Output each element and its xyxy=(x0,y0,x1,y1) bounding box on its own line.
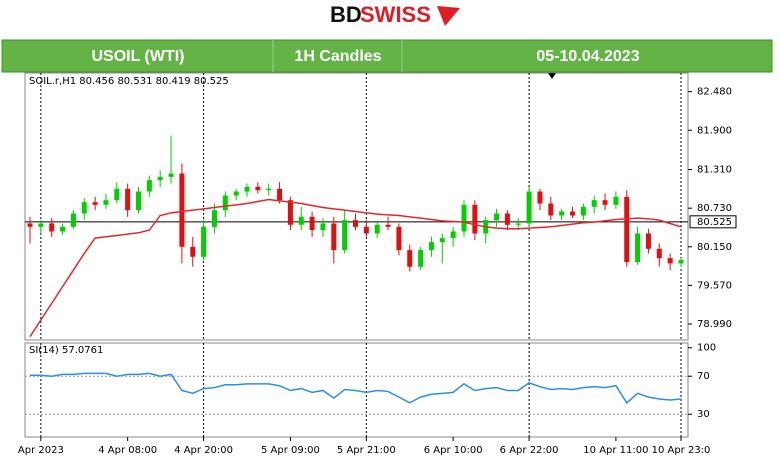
candle-body xyxy=(428,242,434,251)
candle-body xyxy=(450,231,456,239)
candle-body xyxy=(190,246,196,257)
candle-body xyxy=(81,202,87,214)
candle-body xyxy=(211,210,217,227)
rsi-frame xyxy=(24,342,689,438)
candle-body xyxy=(309,216,315,231)
candle-body xyxy=(125,188,131,211)
candle-body xyxy=(168,173,174,177)
candle-body xyxy=(407,250,413,267)
candle-body xyxy=(678,260,684,264)
candle-body xyxy=(244,186,250,192)
candle-body xyxy=(472,204,478,234)
candle-body xyxy=(548,203,554,216)
candle-body xyxy=(353,220,358,227)
price-info: SOIL.r,H1 80.456 80.531 80.419 80.525 xyxy=(29,76,229,87)
candle-body xyxy=(667,258,673,264)
candle-body xyxy=(320,223,326,231)
candle-body xyxy=(331,223,337,251)
brand-right: SWISS xyxy=(360,2,431,27)
candle-body xyxy=(396,226,402,251)
candle-body xyxy=(146,180,152,192)
y-tick-label: 100 xyxy=(697,343,716,354)
candle-body xyxy=(114,188,120,201)
candle-body xyxy=(591,200,597,207)
candle-body xyxy=(49,223,55,232)
candle-body xyxy=(266,188,272,191)
moving-average xyxy=(29,198,682,338)
candle-body xyxy=(233,191,239,196)
x-tick-label: 4 Apr 20:00 xyxy=(174,445,233,456)
candle-body xyxy=(645,233,651,249)
candle-body xyxy=(38,223,44,227)
candle-body xyxy=(298,216,304,225)
logo-icon xyxy=(437,6,460,26)
x-tick-label: 6 Apr 10:00 xyxy=(424,445,483,456)
candle-body xyxy=(494,213,500,221)
x-tick-label: 6 Apr 22:00 xyxy=(500,445,559,456)
candle-body xyxy=(277,188,283,201)
candle-body xyxy=(287,200,293,225)
candle-body xyxy=(624,196,630,263)
x-tick-label: Apr 2023 xyxy=(18,445,64,456)
x-tick-label: 5 Apr 09:00 xyxy=(261,445,320,456)
price-frame xyxy=(24,72,689,341)
candle-body xyxy=(526,191,532,224)
candle-body xyxy=(613,196,619,205)
y-tick-label: 78.990 xyxy=(697,319,732,330)
candle-body xyxy=(439,238,445,243)
candle-body xyxy=(559,211,565,216)
candle-body xyxy=(179,173,185,247)
candle-body xyxy=(60,226,66,232)
candle-body xyxy=(103,200,109,205)
y-tick-label: 70 xyxy=(697,371,710,382)
candle-body xyxy=(570,211,575,216)
candle-body xyxy=(580,206,586,216)
candle-body xyxy=(27,223,33,227)
candle-body xyxy=(342,220,348,251)
x-tick-label: 5 Apr 21:00 xyxy=(337,445,396,456)
candle-body xyxy=(602,200,608,205)
rsi-line xyxy=(30,372,682,404)
logo: BD SWISS xyxy=(330,2,460,27)
candle-body xyxy=(157,176,163,181)
candle-body xyxy=(136,191,141,211)
candle-body xyxy=(385,224,391,227)
rsi-info: SI(14) 57.0761 xyxy=(29,345,103,356)
y-tick-label: 79.570 xyxy=(697,280,732,291)
candle-body xyxy=(515,223,521,225)
candle-body xyxy=(255,186,261,191)
candle-body xyxy=(363,226,369,234)
timeframe: 1H Candles xyxy=(294,48,381,65)
shift-marker xyxy=(548,73,556,79)
candle-body xyxy=(537,191,543,204)
candle-body xyxy=(635,233,641,263)
last-price-label: 80.525 xyxy=(697,217,732,228)
candle-body xyxy=(92,202,98,205)
candle-body xyxy=(201,226,207,257)
last-price-box xyxy=(689,215,737,229)
candle-body xyxy=(504,213,510,225)
candle-body xyxy=(656,248,662,259)
x-tick-label: 10 Apr 23:0 xyxy=(652,445,711,456)
title-bar xyxy=(1,39,773,73)
y-tick-label: 80.150 xyxy=(697,242,732,253)
candle-body xyxy=(461,204,467,232)
x-tick-label: 10 Apr 11:00 xyxy=(583,445,648,456)
y-tick-label: 81.310 xyxy=(697,165,732,176)
y-tick-label: 82.480 xyxy=(697,87,732,98)
x-tick-label: 4 Apr 08:00 xyxy=(98,445,157,456)
date-range: 05-10.04.2023 xyxy=(536,48,639,65)
symbol: USOIL (WTI) xyxy=(91,48,184,65)
y-tick-label: 81.900 xyxy=(697,125,732,136)
candle-body xyxy=(222,195,228,211)
brand-left: BD xyxy=(330,2,362,27)
y-tick-label: 30 xyxy=(697,409,710,420)
y-tick-label: 80.730 xyxy=(697,203,732,214)
candle-body xyxy=(70,213,76,227)
candle-body xyxy=(374,224,380,234)
candle-body xyxy=(418,250,424,267)
